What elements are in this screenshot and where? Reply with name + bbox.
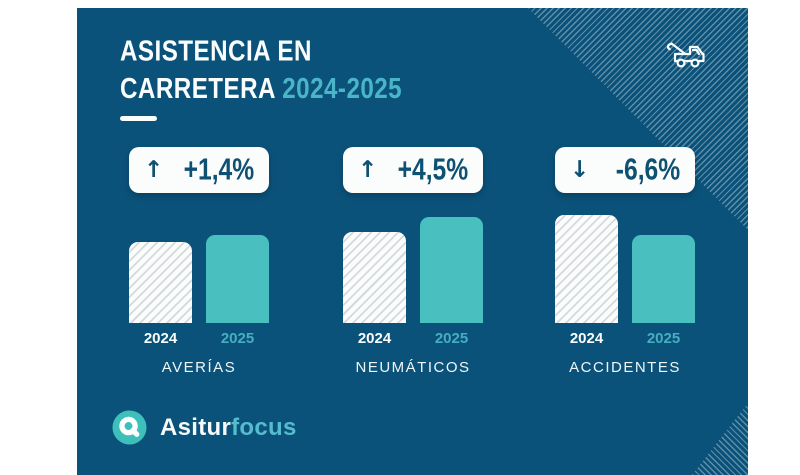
- bar-pair: [129, 147, 269, 323]
- change-badge: ↓ -6,6%: [555, 147, 695, 193]
- category-label: NEUMÁTICOS: [355, 359, 471, 376]
- corner-stripes-bottom-right: [692, 403, 748, 475]
- brand-name-secondary: focus: [231, 413, 297, 441]
- year-labels: 2024 2025: [555, 330, 695, 347]
- year-label-2025: 2025: [220, 330, 255, 347]
- title-line1: ASISTENCIA EN: [120, 34, 312, 68]
- change-value: -6,6%: [615, 152, 680, 187]
- chart-group-averias: ↑ +1,4% 2024 2025 AVERÍAS: [129, 147, 269, 387]
- arrow-up-icon: ↑: [358, 156, 378, 183]
- year-label-2024: 2024: [143, 330, 178, 347]
- brand-name: Asiturfocus: [160, 414, 297, 442]
- year-label-2024: 2024: [357, 330, 392, 347]
- bar-pair: [343, 147, 483, 323]
- category-label: ACCIDENTES: [569, 359, 681, 376]
- bar-pair: [555, 147, 695, 323]
- title-line2: CARRETERA 2024-2025: [120, 71, 403, 105]
- year-label-2025: 2025: [646, 330, 681, 347]
- tow-truck-icon: [666, 42, 705, 68]
- bar-2024: [555, 215, 618, 323]
- chart-group-accidentes: ↓ -6,6% 2024 2025 ACCIDENTES: [555, 147, 695, 387]
- brand-name-primary: Asitur: [160, 413, 232, 441]
- change-badge: ↑ +1,4%: [129, 147, 269, 193]
- arrow-down-icon: ↓: [570, 156, 590, 183]
- bar-2025: [206, 235, 269, 323]
- bar-2025: [420, 217, 483, 323]
- page-title: ASISTENCIA EN CARRETERA 2024-2025: [120, 32, 402, 107]
- brand-logo: Asiturfocus: [112, 410, 297, 445]
- bar-2024: [343, 232, 406, 323]
- bar-2024: [129, 242, 192, 323]
- title-underline: [120, 116, 157, 121]
- year-labels: 2024 2025: [129, 330, 269, 347]
- bar-2025: [632, 235, 695, 323]
- year-label-2025: 2025: [434, 330, 469, 347]
- asiturfocus-logo-icon: [112, 410, 147, 445]
- change-value: +1,4%: [183, 152, 254, 187]
- chart-group-neumaticos: ↑ +4,5% 2024 2025 NEUMÁTICOS: [343, 147, 483, 387]
- category-label: AVERÍAS: [161, 359, 237, 376]
- change-value: +4,5%: [397, 152, 468, 187]
- arrow-up-icon: ↑: [144, 156, 164, 183]
- year-label-2024: 2024: [569, 330, 604, 347]
- year-labels: 2024 2025: [343, 330, 483, 347]
- title-years: 2024-2025: [282, 71, 403, 105]
- main-panel: ASISTENCIA EN CARRETERA 2024-2025 ↑ +1,: [77, 8, 748, 475]
- change-badge: ↑ +4,5%: [343, 147, 483, 193]
